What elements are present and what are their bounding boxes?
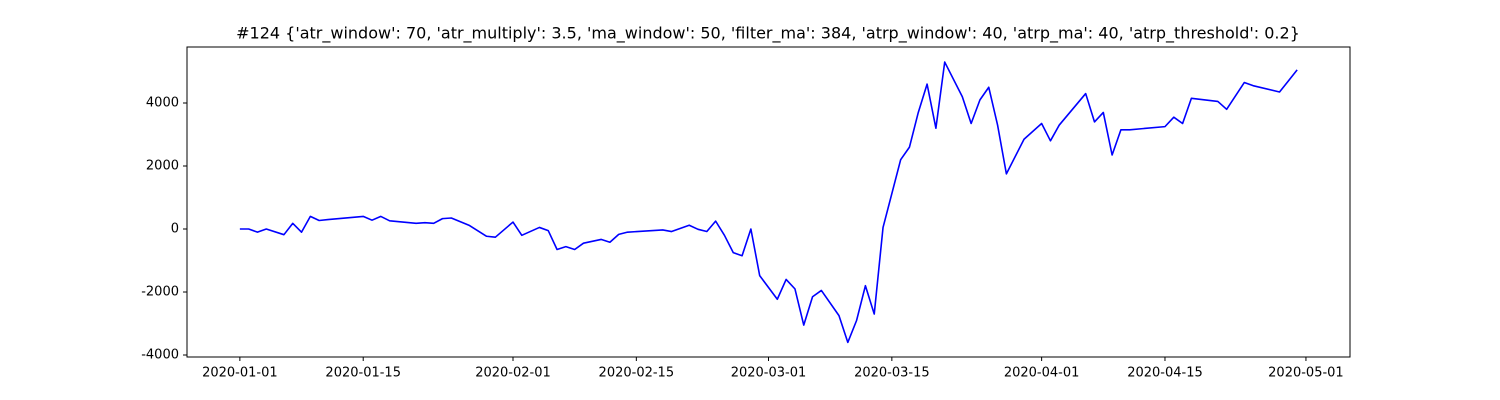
data-line	[239, 61, 1298, 344]
x-tick-label: 2020-04-15	[1127, 366, 1203, 381]
x-tick-label: 2020-02-15	[599, 366, 675, 381]
x-tick-label: 2020-05-01	[1268, 366, 1344, 381]
chart-title: #124 {'atr_window': 70, 'atr_multiply': …	[236, 24, 1300, 44]
y-tick-label: 4000	[146, 96, 179, 111]
x-tick-label: 2020-01-15	[325, 366, 401, 381]
x-tick-label: 2020-03-01	[731, 366, 807, 381]
y-tick-label: -4000	[141, 348, 179, 363]
x-tick-label: 2020-02-01	[475, 366, 551, 381]
x-tick-label: 2020-04-01	[1004, 366, 1080, 381]
x-tick-label: 2020-01-01	[202, 366, 278, 381]
y-tick-label: 2000	[146, 159, 179, 174]
plot-frame	[186, 46, 1351, 358]
y-tick-label: -2000	[141, 285, 179, 300]
x-tick-label: 2020-03-15	[854, 366, 930, 381]
y-tick-label: 0	[171, 222, 179, 237]
